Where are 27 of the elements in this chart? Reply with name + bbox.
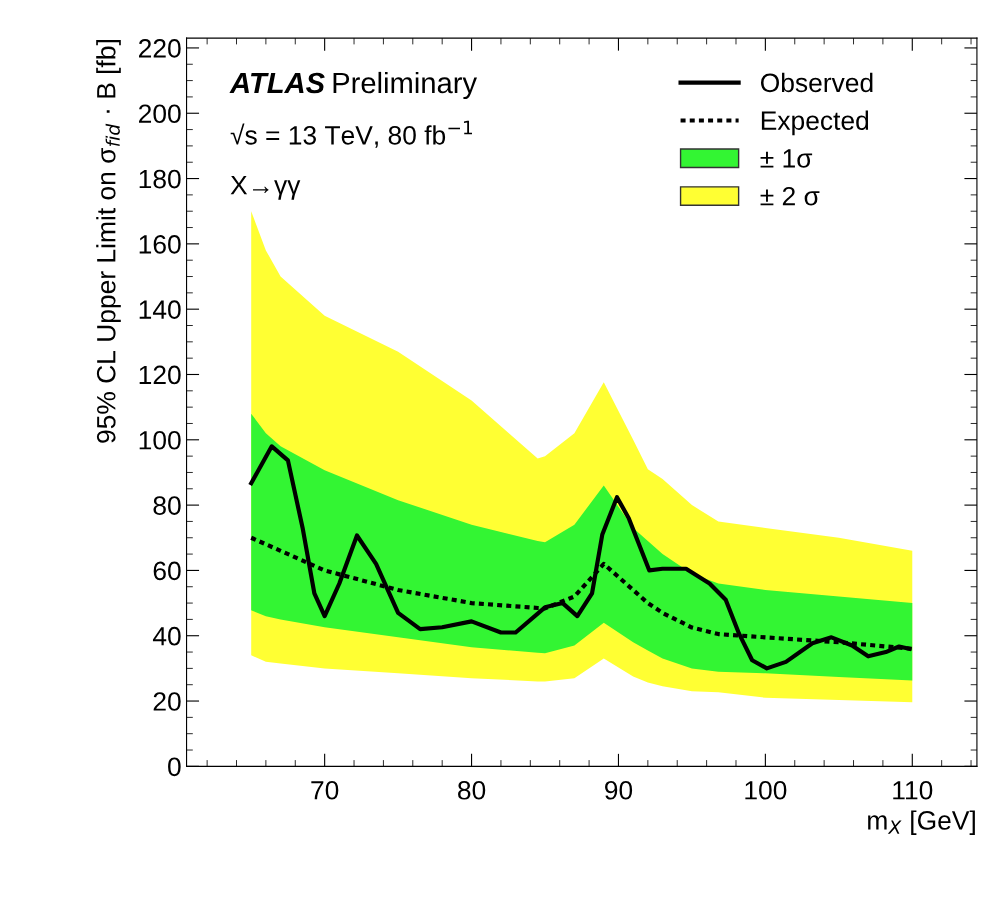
legend-label: ± 1σ xyxy=(760,149,813,168)
x-tick-label: 100 xyxy=(745,780,787,800)
annotation: √s = 13 TeV, 80 fb$^{−1}$ xyxy=(230,120,472,148)
y-tick-label: 60 xyxy=(153,561,181,581)
y-tick-label: 120 xyxy=(139,365,181,385)
x-tick-label: 90 xyxy=(605,780,633,800)
annotation: ATLAS xyxy=(229,72,325,94)
legend-label: ± 2 σ xyxy=(760,186,820,206)
x-axis-title: m$_{X}$ [GeV] xyxy=(868,810,975,835)
y-tick-label: 180 xyxy=(139,169,181,189)
annotation: Preliminary xyxy=(333,71,477,100)
y-tick-label: 40 xyxy=(152,626,181,646)
y-tick-label: 160 xyxy=(139,235,181,254)
legend-label: Observed xyxy=(760,72,873,93)
y-tick-label: 0 xyxy=(168,757,181,777)
y-tick-label: 80 xyxy=(153,496,181,515)
y-tick-label: 140 xyxy=(139,300,181,319)
y-tick-label: 100 xyxy=(139,430,181,450)
x-tick-label: 80 xyxy=(458,780,486,800)
y-tick-label: 200 xyxy=(139,104,181,124)
annotation: X→γγ xyxy=(230,176,301,200)
y-tick-label: 220 xyxy=(139,39,181,58)
x-tick-label: 110 xyxy=(893,780,933,800)
legend-label: Expected xyxy=(761,110,869,136)
x-tick-label: 70 xyxy=(311,780,339,800)
y-axis-title: 95% CL Upper Limit on σ$_{fid}$ · B [fb] xyxy=(96,40,121,443)
y-tick-label: 20 xyxy=(153,692,181,711)
